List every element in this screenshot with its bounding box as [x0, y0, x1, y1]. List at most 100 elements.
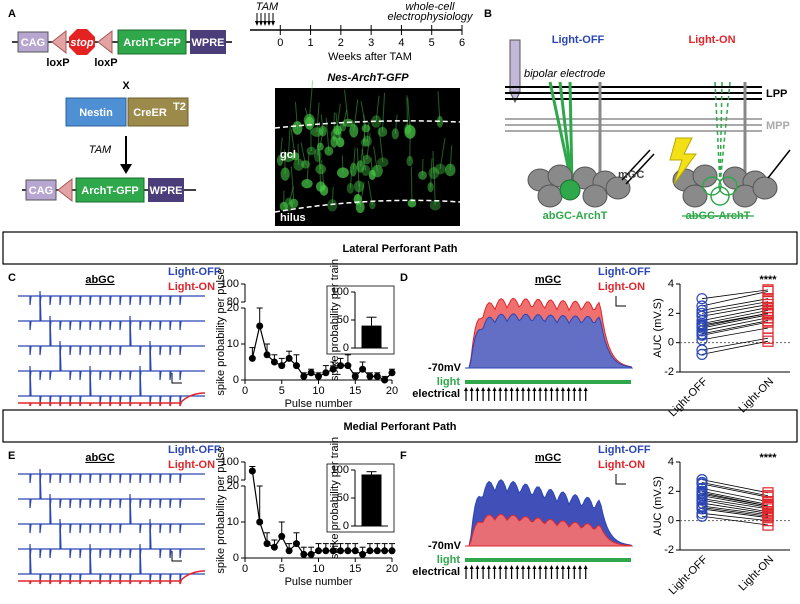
- pair-line: [701, 499, 769, 513]
- data-point: [263, 540, 271, 548]
- fiber: [430, 158, 433, 188]
- x-tick-label: 20: [386, 385, 398, 397]
- data-point: [366, 372, 374, 380]
- y-tick-label: 2: [668, 485, 674, 497]
- stim-arrow-head: [578, 387, 582, 391]
- y-axis-label: AUC (mV.S): [652, 476, 664, 536]
- electrode: [509, 39, 521, 93]
- granule-cell: [752, 176, 778, 200]
- scale-bar: [615, 296, 626, 307]
- fiber: [308, 80, 314, 121]
- stop-label: stop: [70, 37, 94, 49]
- data-point: [696, 485, 708, 497]
- pair-line: [701, 290, 769, 307]
- layer-label: hilus: [280, 212, 306, 224]
- data-point: [337, 547, 345, 555]
- cell-label: abGC-ArchT: [543, 210, 608, 222]
- stim-arrow-head: [532, 565, 537, 569]
- cross-label: X: [122, 80, 130, 92]
- light-bar: [465, 558, 631, 562]
- stim-arrow-head: [526, 565, 531, 569]
- pair-line: [701, 495, 769, 508]
- panel-letter: A: [8, 8, 16, 20]
- stim-arrow-head: [498, 387, 503, 391]
- fiber: [317, 121, 321, 156]
- data-point: [344, 362, 352, 370]
- cell-body: [301, 160, 310, 169]
- data-point: [315, 372, 322, 380]
- data-point: [762, 322, 774, 334]
- cell-label: mGC: [618, 169, 644, 181]
- data-point: [359, 550, 367, 558]
- trace: [18, 315, 205, 356]
- data-point: [292, 362, 300, 370]
- granule-cell: [682, 184, 708, 208]
- stim-arrow-head: [566, 387, 571, 391]
- stim-arrow-head: [560, 387, 565, 391]
- promoter-label: CAG: [21, 37, 45, 49]
- cell-body: [280, 167, 290, 181]
- trace-off: [465, 313, 634, 369]
- data-point: [696, 494, 708, 506]
- stim-arrow-head: [560, 565, 565, 569]
- fiber: [331, 186, 334, 206]
- cell-body: [371, 115, 382, 128]
- cell-body: [333, 125, 342, 136]
- data-point: [762, 284, 774, 296]
- x-tick-label: 5: [279, 563, 285, 575]
- stim-arrow-head: [543, 565, 548, 569]
- pair-line: [701, 317, 769, 332]
- fiber: [366, 133, 371, 160]
- y-tick-label: 0: [668, 515, 674, 527]
- annotation: ****: [759, 274, 777, 286]
- tam-arrow-head: [271, 21, 275, 26]
- stim-arrow-head: [503, 565, 508, 569]
- y-tick-label: 0: [233, 374, 239, 386]
- data-point: [307, 550, 315, 558]
- cell-body: [276, 155, 284, 167]
- data-point: [256, 518, 264, 526]
- x-tick-label: 10: [312, 563, 324, 575]
- stim-arrow-head: [549, 565, 554, 569]
- x-tick-label: 5: [279, 385, 285, 397]
- arrow-head: [120, 164, 132, 174]
- pair-line: [701, 483, 769, 498]
- fiber: [290, 129, 296, 157]
- data-point: [696, 334, 708, 346]
- stim-arrow-head: [486, 387, 491, 391]
- stim-label: electrical: [412, 388, 460, 400]
- y-tick-label: 0: [343, 520, 349, 532]
- x-tick-label: Light-ON: [737, 376, 777, 416]
- path-label: LPP: [766, 88, 787, 100]
- promoter-box: [17, 31, 49, 53]
- granule-cell: [692, 164, 718, 188]
- stim-arrow-head: [481, 387, 486, 391]
- cell-body: [362, 154, 372, 165]
- stim-arrow-head: [583, 387, 588, 391]
- cell-body: [303, 114, 315, 127]
- abgc-cell: [718, 176, 738, 196]
- pair-line: [701, 508, 769, 519]
- x-tick-label: 5: [429, 37, 435, 49]
- section-title: Medial Perforant Path: [343, 421, 456, 433]
- gene-box: [75, 177, 145, 203]
- x-tick-label: 20: [386, 563, 398, 575]
- fiber: [409, 123, 411, 162]
- dendrite: [714, 81, 721, 186]
- stim-arrow-head: [475, 387, 480, 391]
- pipette: [625, 153, 655, 185]
- dendrite: [568, 81, 574, 186]
- annotation: ****: [759, 452, 777, 464]
- y-tick-label: 10: [227, 338, 239, 350]
- cell-body: [346, 182, 354, 194]
- y-tick-label: 0: [668, 337, 674, 349]
- cell-body: [360, 138, 369, 147]
- cell-body: [290, 152, 300, 161]
- wpre-label: WPRE: [192, 37, 225, 49]
- stim-arrow-head: [469, 565, 474, 569]
- stim-arrow-head: [464, 387, 468, 391]
- data-point: [278, 362, 286, 370]
- pair-line: [701, 505, 769, 516]
- y-tick-label: 20: [227, 480, 239, 492]
